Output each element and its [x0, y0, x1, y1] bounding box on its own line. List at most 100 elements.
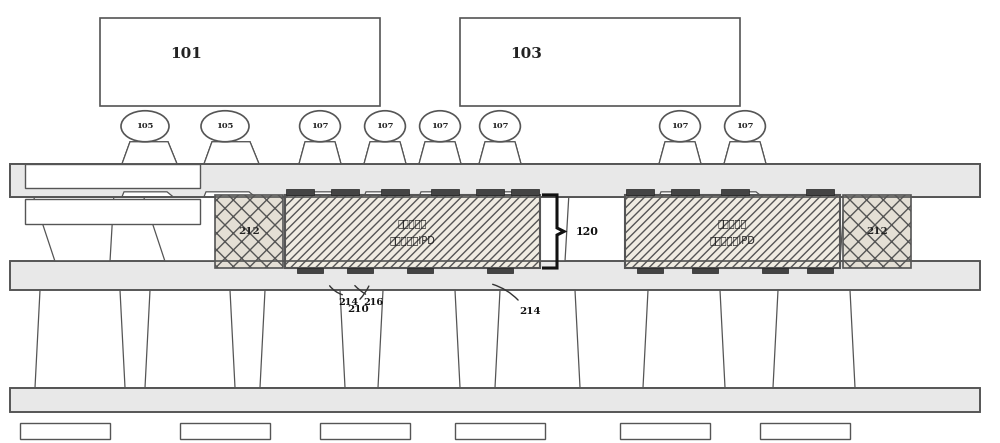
Text: 212: 212 — [866, 227, 888, 236]
Bar — [10, 261, 980, 290]
Bar — [843, 195, 911, 268]
Polygon shape — [724, 192, 762, 197]
Bar — [381, 189, 409, 195]
Bar — [671, 189, 699, 195]
Bar — [10, 261, 980, 290]
Polygon shape — [204, 142, 259, 164]
Bar — [455, 423, 545, 439]
Polygon shape — [643, 197, 715, 261]
Bar — [10, 164, 980, 197]
Bar — [331, 189, 359, 195]
Polygon shape — [495, 290, 580, 388]
Text: 216: 216 — [363, 298, 383, 307]
Bar — [320, 423, 410, 439]
Polygon shape — [378, 197, 449, 261]
Polygon shape — [204, 192, 255, 197]
Ellipse shape — [480, 111, 520, 142]
Ellipse shape — [420, 111, 460, 142]
Bar — [25, 164, 200, 188]
Polygon shape — [643, 290, 725, 388]
Bar — [297, 268, 323, 273]
Polygon shape — [204, 142, 259, 164]
Text: 107: 107 — [376, 122, 394, 130]
Polygon shape — [144, 197, 224, 261]
Polygon shape — [122, 142, 177, 164]
Polygon shape — [299, 142, 341, 164]
Polygon shape — [773, 197, 845, 261]
Text: 214: 214 — [519, 307, 541, 316]
Text: 107: 107 — [671, 122, 689, 130]
Ellipse shape — [300, 111, 340, 142]
Polygon shape — [724, 142, 766, 164]
Bar — [620, 423, 710, 439]
Polygon shape — [659, 142, 701, 164]
Text: 嵌入式集成: 嵌入式集成 — [718, 218, 747, 228]
Text: 101: 101 — [170, 47, 202, 61]
Bar — [10, 164, 980, 197]
Polygon shape — [724, 142, 766, 164]
Text: 103: 103 — [510, 47, 542, 61]
Bar — [10, 388, 980, 412]
Text: 212: 212 — [238, 227, 260, 236]
Bar — [286, 189, 314, 195]
Bar — [431, 189, 459, 195]
Bar — [762, 268, 788, 273]
Ellipse shape — [121, 111, 169, 142]
Polygon shape — [419, 142, 461, 164]
Text: 107: 107 — [491, 122, 509, 130]
Bar — [626, 189, 654, 195]
Bar — [460, 18, 740, 106]
Polygon shape — [122, 192, 173, 197]
Polygon shape — [773, 290, 855, 388]
Bar — [760, 423, 850, 439]
Bar — [100, 18, 380, 106]
Bar — [807, 268, 833, 273]
Text: 107: 107 — [736, 122, 754, 130]
Text: 107: 107 — [311, 122, 329, 130]
Polygon shape — [35, 290, 125, 388]
Bar — [285, 195, 540, 268]
Polygon shape — [419, 142, 461, 164]
Polygon shape — [364, 142, 406, 164]
Text: 120: 120 — [576, 226, 599, 237]
Ellipse shape — [201, 111, 249, 142]
Bar — [215, 195, 283, 268]
Polygon shape — [364, 142, 406, 164]
Polygon shape — [479, 142, 521, 164]
Polygon shape — [378, 290, 460, 388]
Bar — [407, 268, 433, 273]
Text: 107: 107 — [431, 122, 449, 130]
Ellipse shape — [725, 111, 765, 142]
Polygon shape — [260, 290, 345, 388]
Bar — [10, 388, 980, 412]
Bar — [721, 189, 749, 195]
Bar — [347, 268, 373, 273]
Polygon shape — [122, 142, 177, 164]
Polygon shape — [479, 192, 517, 197]
Polygon shape — [299, 192, 337, 197]
Text: 105: 105 — [136, 122, 154, 130]
Polygon shape — [419, 192, 457, 197]
Bar — [487, 268, 513, 273]
Text: 上下拉电阿IPD: 上下拉电阿IPD — [710, 235, 755, 245]
Text: 214: 214 — [338, 298, 358, 307]
Bar — [180, 423, 270, 439]
Bar — [10, 164, 980, 197]
Polygon shape — [259, 197, 334, 261]
Text: 嵌入式集成: 嵌入式集成 — [398, 218, 427, 228]
Polygon shape — [299, 142, 341, 164]
Polygon shape — [34, 197, 114, 261]
Text: 210: 210 — [347, 305, 369, 314]
Ellipse shape — [660, 111, 700, 142]
Text: 上下拉电阿IPD: 上下拉电阿IPD — [390, 235, 435, 245]
Bar — [476, 189, 504, 195]
Polygon shape — [364, 192, 402, 197]
Bar — [20, 423, 110, 439]
Bar — [637, 268, 663, 273]
Ellipse shape — [365, 111, 405, 142]
Polygon shape — [659, 192, 697, 197]
Polygon shape — [659, 142, 701, 164]
Bar — [625, 195, 840, 268]
Bar — [692, 268, 718, 273]
Bar — [25, 199, 200, 224]
